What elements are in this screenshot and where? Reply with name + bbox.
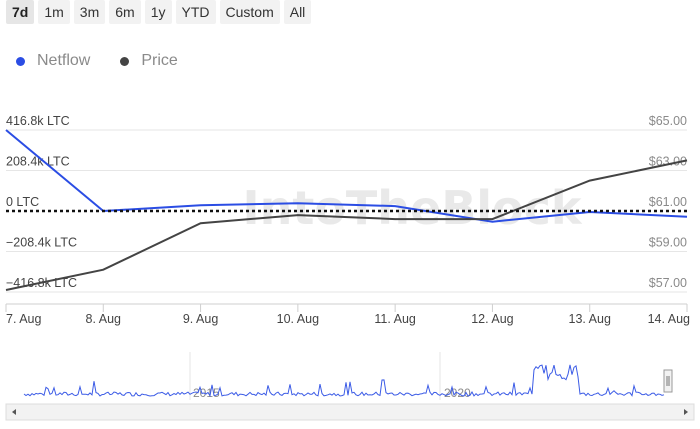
scroll-right-arrow-icon[interactable]	[684, 409, 688, 415]
range-ytd-button[interactable]: YTD	[175, 0, 216, 24]
right-axis-tick-label: $59.00	[649, 236, 687, 250]
right-axis-tick-label: $63.00	[649, 155, 687, 169]
scroll-left-arrow-icon[interactable]	[12, 409, 16, 415]
range-7d-button[interactable]: 7d	[6, 0, 35, 24]
chart-legend: Netflow Price	[16, 52, 178, 70]
range-1m-button[interactable]: 1m	[38, 0, 70, 24]
x-axis-tick-label: 8. Aug	[86, 312, 121, 326]
series-line-netflow	[5, 129, 688, 223]
left-axis-tick-label: −208.4k LTC	[6, 236, 77, 250]
range-all-button[interactable]: All	[283, 0, 312, 24]
x-axis-tick-label: 7. Aug	[6, 312, 41, 326]
x-axis-tick-label: 11. Aug	[374, 312, 416, 326]
legend-item-price[interactable]: Price	[120, 52, 178, 70]
range-selector: 7d 1m 3m 6m 1y YTD Custom All	[6, 0, 312, 24]
navigator-netflow-line	[23, 364, 665, 398]
legend-label-netflow: Netflow	[37, 52, 91, 69]
left-axis-tick-label: 208.4k LTC	[6, 155, 70, 169]
legend-label-price: Price	[141, 52, 178, 69]
range-3m-button[interactable]: 3m	[73, 0, 106, 24]
navigator-area[interactable]	[23, 352, 675, 401]
range-1y-button[interactable]: 1y	[144, 0, 172, 24]
x-axis-tick-label: 14. Aug	[648, 312, 690, 326]
range-6m-button[interactable]: 6m	[109, 0, 141, 24]
chart-navigator: 2015 2020	[5, 352, 695, 421]
series-line-price	[5, 159, 688, 291]
legend-item-netflow[interactable]: Netflow	[16, 52, 90, 70]
navigator-handle[interactable]	[663, 369, 673, 393]
x-axis-tick-label: 9. Aug	[183, 312, 218, 326]
right-axis-tick-label: $61.00	[649, 195, 687, 209]
right-axis-tick-label: $57.00	[649, 276, 687, 290]
navigator-scrollbar[interactable]	[5, 403, 695, 421]
price-legend-dot	[120, 56, 130, 66]
right-axis-tick-label: $65.00	[649, 114, 687, 128]
left-axis-tick-label: 0 LTC	[6, 195, 39, 209]
left-axis-tick-label: 416.8k LTC	[6, 114, 70, 128]
x-axis-tick-label: 10. Aug	[277, 312, 319, 326]
x-axis-tick-label: 12. Aug	[471, 312, 513, 326]
netflow-legend-dot	[16, 56, 25, 66]
x-axis-tick-label: 13. Aug	[569, 312, 611, 326]
range-custom-button[interactable]: Custom	[219, 0, 280, 24]
